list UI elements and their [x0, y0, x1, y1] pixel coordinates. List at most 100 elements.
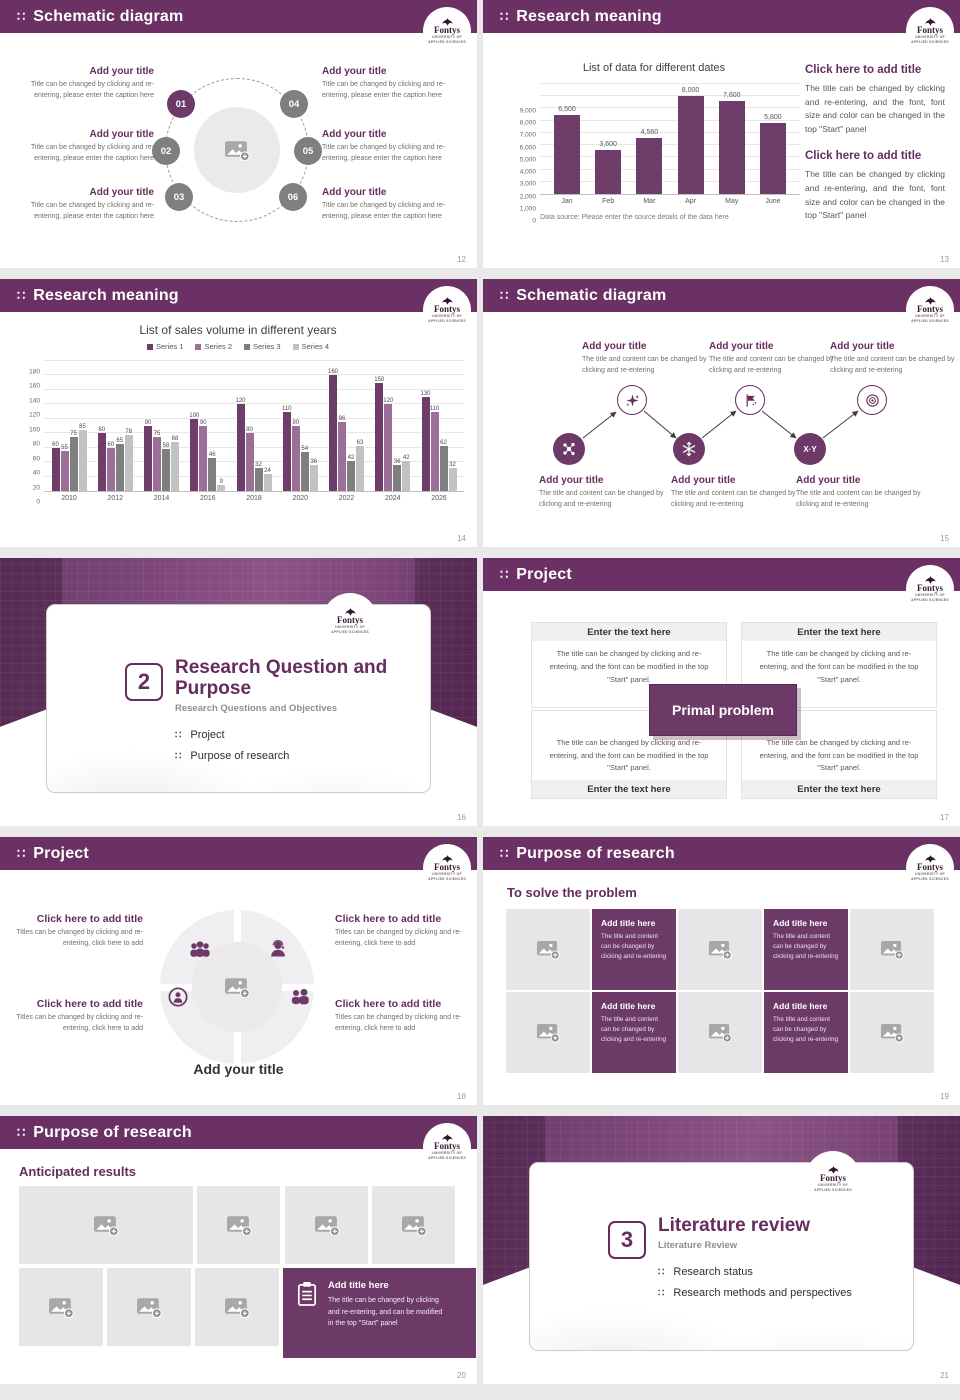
block-title: Add your title	[89, 129, 154, 140]
text-block: Add your title The title and content can …	[582, 341, 710, 376]
fontys-logo-sub: UNIVERSITY OF	[915, 35, 945, 40]
tile-body: The title and content can be changed by …	[773, 933, 839, 961]
y-axis-label: 20	[32, 484, 40, 492]
chart-gridline	[540, 144, 800, 146]
matrix-card: The title can be changed by clicking and…	[741, 710, 937, 799]
bar-value-label: 80	[98, 427, 106, 434]
chart-gridline	[44, 446, 464, 448]
slide-thumbnail-s14[interactable]: ∷ Research meaning Fontys UNIVERSITY OF APPL…	[0, 279, 477, 547]
chart-bar	[636, 138, 663, 194]
legend-swatch	[146, 343, 153, 350]
bar-column: 8,000	[674, 87, 708, 194]
bar-column: 110	[430, 406, 439, 491]
text-block: Click here to add title Titles can be cha…	[8, 913, 143, 949]
fontys-logo-sub: APPLIED SCIENCES	[911, 877, 949, 881]
fontys-logo-sub: APPLIED SCIENCES	[911, 40, 949, 44]
section-item: ∷ Project	[175, 729, 430, 741]
block-title: Add your title	[89, 187, 154, 198]
chart-gridline	[44, 432, 464, 434]
slide-thumbnail-s21[interactable]: Fontys UNIVERSITY OF APPLIED SCIENCES 3 Lite…	[483, 1116, 960, 1384]
bar-value-label: 120	[383, 398, 394, 405]
image-placeholder-icon	[708, 941, 732, 960]
gallery-image-tile	[107, 1268, 191, 1346]
block-title: Add your title	[322, 187, 387, 198]
matrix-card-header: Enter the text here	[532, 780, 726, 798]
chart-bar	[430, 411, 439, 491]
bar-column: 60	[106, 442, 115, 491]
x-axis-label: 2014	[153, 495, 170, 502]
y-axis-label: 8,000	[519, 119, 536, 127]
card-title: Add title here	[328, 1280, 389, 1291]
section-item-label: Research methods and perspectives	[673, 1287, 852, 1299]
side-block-body: The title can be changed by clicking and…	[805, 169, 945, 221]
process-node-spark	[617, 385, 647, 415]
block-caption: Title can be changed by clicking and re-…	[322, 202, 446, 220]
page-number: 12	[457, 255, 466, 264]
block-caption: The title and content can be changed by …	[539, 490, 664, 508]
bar-value-label: 63	[356, 439, 364, 446]
block-title: Click here to add title	[36, 913, 143, 925]
y-axis-label: 9,000	[519, 107, 536, 115]
slide-thumbnail-s16[interactable]: Fontys UNIVERSITY OF APPLIED SCIENCES 2 Rese…	[0, 558, 477, 826]
legend-swatch	[244, 343, 250, 350]
header-mark-icon: ∷	[17, 287, 27, 303]
chart-bar	[208, 457, 217, 491]
item-mark-icon: ∷	[175, 751, 182, 762]
checker-text-tile: Add title here The title and content can …	[592, 992, 676, 1073]
chart-bar	[245, 433, 254, 491]
bar-column: 65	[115, 438, 124, 491]
slide-header: ∷ Project	[483, 558, 960, 591]
bar-value-label: 60	[107, 441, 115, 448]
image-placeholder-icon	[225, 1298, 250, 1319]
block-title: Click here to add title	[36, 998, 143, 1010]
section-heading: Anticipated results	[19, 1164, 137, 1179]
image-placeholder-icon	[137, 1298, 162, 1319]
slide-header: ∷ Schematic diagram	[483, 279, 960, 312]
image-placeholder-icon	[536, 1024, 560, 1043]
bar-column: 9	[217, 479, 226, 491]
fontys-logo-sub: UNIVERSITY OF	[818, 1183, 848, 1188]
slide-thumbnail-s13[interactable]: ∷ Research meaning Fontys UNIVERSITY OF APPL…	[483, 0, 960, 268]
bar-group: 160 96 42 63	[327, 369, 367, 491]
bar-column: 54	[300, 446, 309, 491]
xy-icon: X·Y	[803, 444, 817, 454]
x-axis-label: Mar	[643, 198, 656, 205]
bar-column: 55	[60, 445, 69, 491]
slide-thumbnail-s12[interactable]: ∷ Schematic diagram Fontys UNIVERSITY OF APP…	[0, 0, 477, 268]
fontys-bird-icon	[441, 18, 453, 26]
slide-title: Research meaning	[33, 286, 179, 304]
block-title: Add your title	[322, 129, 387, 140]
bar-value-label: 4,560	[640, 129, 659, 137]
text-block: Add your title Title can be changed by cl…	[322, 187, 472, 222]
slide-thumbnail-s18[interactable]: ∷ Project Fontys UNIVERSITY OF APPLIED SCIEN…	[0, 837, 477, 1105]
slide-thumbnail-s15[interactable]: ∷ Schematic diagram Fontys UNIVERSITY OF APP…	[483, 279, 960, 547]
chart-bar	[217, 484, 226, 491]
slide-thumbnail-s20[interactable]: ∷ Purpose of research Fontys UNIVERSITY OF A…	[0, 1116, 477, 1384]
section-title: Literature review	[658, 1215, 811, 1236]
chart-bar	[338, 421, 346, 491]
slide-thumbnail-s17[interactable]: ∷ Project Fontys UNIVERSITY OF APPLIED SCIEN…	[483, 558, 960, 826]
bar-column: 110	[282, 406, 292, 491]
block-caption: Title can be changed by clicking and re-…	[30, 81, 154, 99]
block-title: Click here to add title	[335, 913, 442, 925]
diagram-caption: Add your title	[193, 1061, 284, 1077]
header-mark-icon: ∷	[500, 287, 510, 303]
y-axis-label: 100	[29, 426, 40, 434]
bar-column: 100	[189, 413, 199, 491]
page-number: 20	[457, 1371, 466, 1380]
page-number: 17	[940, 813, 949, 822]
chart-plot-area: 60 55 75 85 80 60 65 78 90 75 58 68 100 90 46 9 120 80 32 2…	[44, 360, 464, 492]
bar-column: 36	[393, 459, 402, 491]
center-image-placeholder	[194, 107, 280, 193]
text-block: Add your title The title and content can …	[539, 475, 671, 510]
slide-title: Purpose of research	[516, 844, 675, 862]
bar-column: 7,600	[715, 92, 749, 194]
gallery-image-tile	[285, 1186, 368, 1264]
chart-gridline	[540, 83, 800, 84]
bar-value-label: 8,000	[681, 87, 700, 95]
legend-label: Series 4	[301, 342, 330, 351]
chart-bars: 6,500 3,600 4,560 8,000 7,600 5,800	[540, 84, 800, 194]
section-item-label: Project	[190, 729, 225, 741]
slide-thumbnail-s19[interactable]: ∷ Purpose of research Fontys UNIVERSITY OF A…	[483, 837, 960, 1105]
